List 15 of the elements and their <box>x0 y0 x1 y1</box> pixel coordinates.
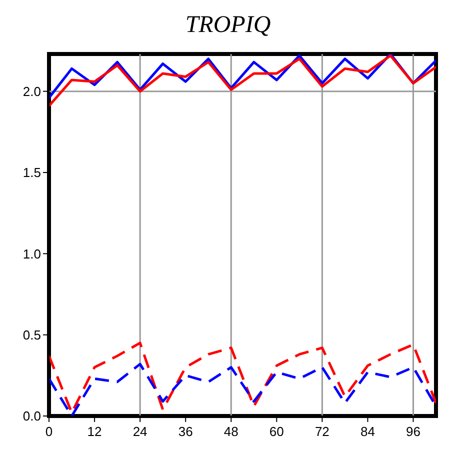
y-tick-label: 1.0 <box>22 246 41 262</box>
y-tick-label: 0.0 <box>22 408 41 424</box>
y-tick-label: 2.0 <box>22 84 41 99</box>
y-tick-label: 0.5 <box>22 327 41 342</box>
x-tick-label: 12 <box>87 424 102 439</box>
x-tick-label: 24 <box>132 424 148 439</box>
x-tick-label: 60 <box>269 424 284 439</box>
x-tick-label: 48 <box>224 424 238 439</box>
chart-title: TROPIQ <box>184 11 272 40</box>
x-tick-label: 96 <box>406 424 420 439</box>
x-tick-label: 84 <box>360 424 375 439</box>
x-tick-label: 0 <box>45 424 53 439</box>
x-tick-label: 72 <box>314 424 330 439</box>
x-tick-label: 36 <box>178 424 193 439</box>
y-tick-label: 1.5 <box>22 165 41 180</box>
